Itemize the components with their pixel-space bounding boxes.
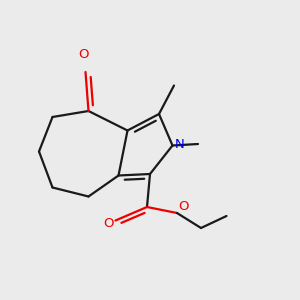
Text: O: O <box>79 48 89 61</box>
Text: N: N <box>175 137 184 151</box>
Text: O: O <box>103 217 113 230</box>
Text: O: O <box>178 200 189 213</box>
